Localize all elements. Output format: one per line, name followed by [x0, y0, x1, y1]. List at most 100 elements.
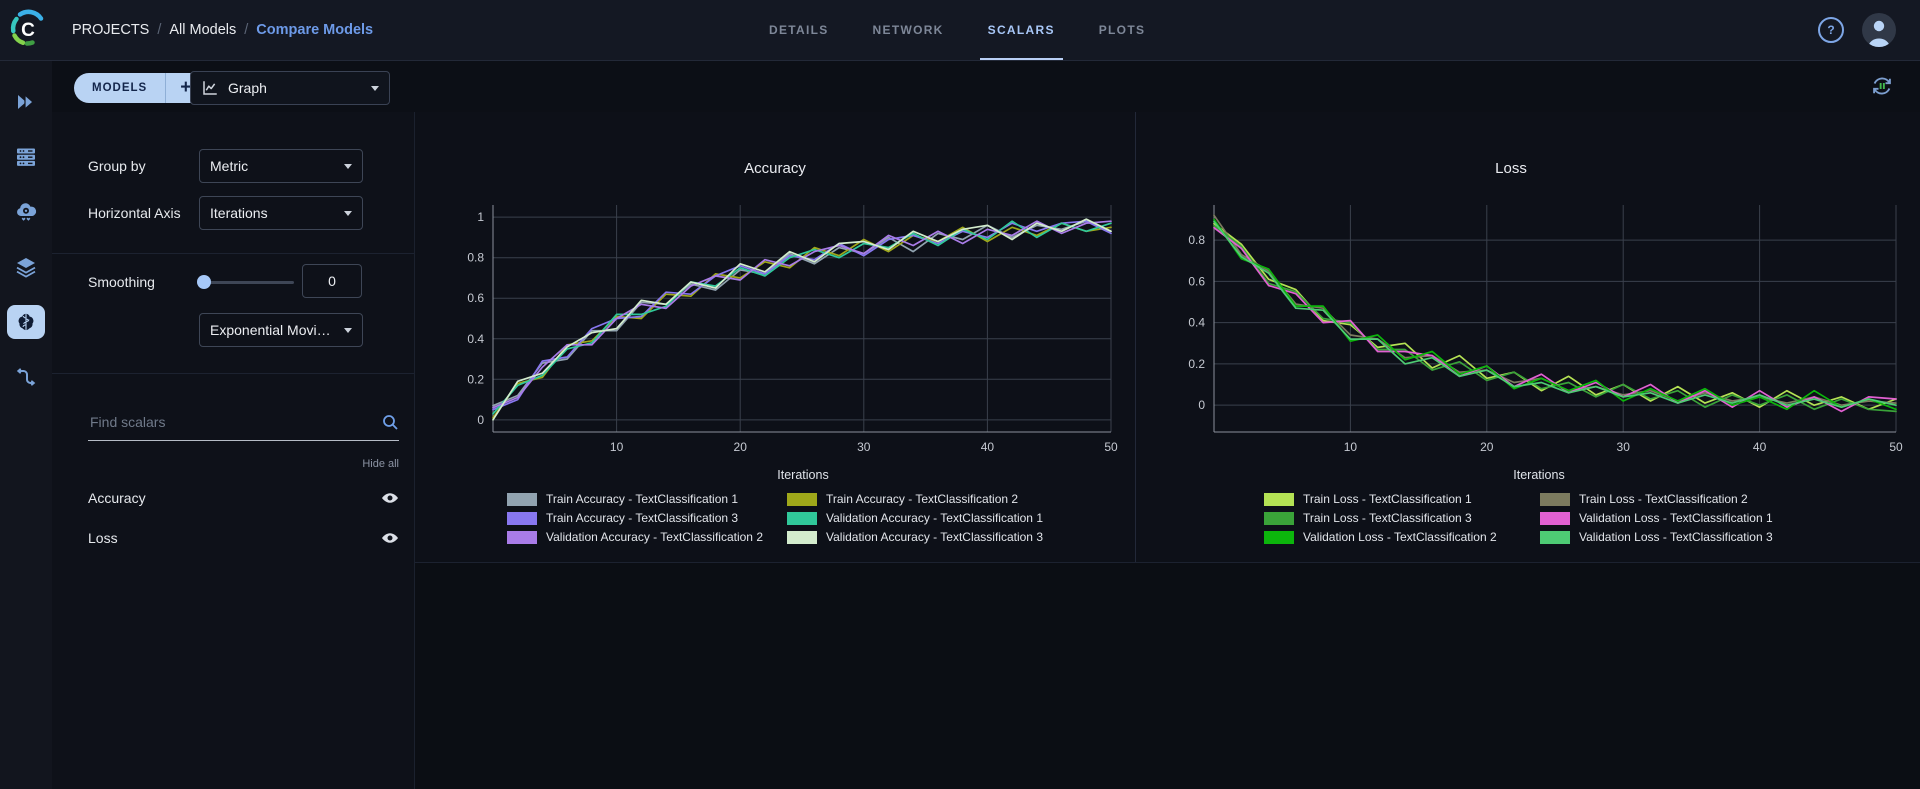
legend-label: Train Loss - TextClassification 3	[1303, 511, 1472, 525]
legend-item[interactable]: Validation Accuracy - TextClassification…	[787, 530, 1043, 544]
nav-pipelines[interactable]	[7, 360, 45, 394]
breadcrumb-separator: /	[244, 22, 249, 38]
legend-item[interactable]: Validation Loss - TextClassification 1	[1540, 511, 1792, 525]
accuracy-plot[interactable]: 10 20 30 40 50 0 0.2 0.4 0.6 0.8 1	[415, 196, 1135, 462]
legend-label: Validation Accuracy - TextClassification…	[826, 530, 1043, 544]
tab-scalars[interactable]: SCALARS	[979, 0, 1063, 60]
legend-item[interactable]: Train Accuracy - TextClassification 1	[507, 492, 763, 506]
smoothing-slider[interactable]	[197, 275, 294, 289]
models-button[interactable]: MODELS	[92, 82, 148, 94]
legend-item[interactable]: Validation Accuracy - TextClassification…	[787, 511, 1043, 525]
y-tick-label: 0.4	[467, 332, 484, 346]
breadcrumb-compare-models[interactable]: Compare Models	[256, 22, 374, 38]
nav-datasets[interactable]	[7, 250, 45, 284]
legend-swatch-icon	[1540, 530, 1570, 544]
brain-icon	[18, 313, 34, 331]
metric-row-accuracy: Accuracy	[88, 486, 399, 510]
series-line[interactable]	[1213, 218, 1897, 411]
nav-projects[interactable]	[7, 85, 45, 119]
double-chevron-icon	[18, 93, 34, 111]
chevron-down-icon	[344, 210, 352, 216]
nav-cloud[interactable]	[7, 195, 45, 229]
hide-all-button[interactable]: Hide all	[362, 458, 399, 470]
chevron-down-icon	[344, 327, 352, 333]
tab-network[interactable]: NETWORK	[872, 23, 944, 37]
add-model-button[interactable]: +	[165, 73, 205, 103]
y-tick-label: 0.6	[1188, 274, 1205, 288]
legend-item[interactable]: Validation Loss - TextClassification 3	[1540, 530, 1792, 544]
legend-swatch-icon	[507, 511, 537, 525]
y-tick-label: 1	[477, 210, 484, 224]
chart-title: Loss	[1495, 160, 1527, 177]
top-header: C PROJECTS / All Models / Compare Models…	[0, 0, 1920, 61]
legend-swatch-icon	[787, 511, 817, 525]
tab-plots[interactable]: PLOTS	[1098, 23, 1146, 37]
legend-item[interactable]: Train Accuracy - TextClassification 3	[507, 511, 763, 525]
series-line[interactable]	[492, 220, 1112, 409]
breadcrumb-separator: /	[157, 22, 162, 38]
series-line[interactable]	[492, 222, 1112, 419]
horizontal-axis-select[interactable]: Iterations	[199, 196, 363, 230]
legend-item[interactable]: Train Loss - TextClassification 3	[1264, 511, 1516, 525]
series-line[interactable]	[492, 220, 1112, 415]
horizontal-axis-label: Horizontal Axis	[88, 205, 181, 221]
search-input[interactable]	[88, 413, 382, 431]
y-tick-label: 0.2	[1188, 357, 1205, 371]
breadcrumb-projects[interactable]: PROJECTS	[72, 22, 150, 38]
breadcrumb-all-models[interactable]: All Models	[169, 22, 237, 38]
view-type-dropdown[interactable]: Graph	[190, 71, 390, 105]
series-line[interactable]	[1213, 226, 1897, 413]
horizontal-axis-row: Horizontal Axis Iterations	[88, 196, 399, 230]
legend-swatch-icon	[1264, 492, 1294, 506]
scalars-toolbar: MODELS + Graph	[52, 60, 1920, 112]
metric-row-loss: Loss	[88, 526, 399, 550]
x-tick-label: 30	[1617, 440, 1631, 454]
legend-item[interactable]: Train Loss - TextClassification 1	[1264, 492, 1516, 506]
legend-swatch-icon	[787, 530, 817, 544]
group-by-select[interactable]: Metric	[199, 149, 363, 183]
series-line[interactable]	[492, 220, 1112, 407]
series-line[interactable]	[492, 218, 1112, 421]
legend-item[interactable]: Train Loss - TextClassification 2	[1540, 492, 1792, 506]
x-tick-label: 40	[981, 440, 995, 454]
server-icon	[17, 148, 35, 166]
y-tick-label: 0	[1198, 398, 1205, 412]
series-line[interactable]	[1213, 224, 1897, 413]
smoothing-algorithm-select[interactable]: Exponential Moving Av...	[199, 313, 363, 347]
legend-label: Validation Loss - TextClassification 2	[1303, 530, 1497, 544]
eye-visibility-icon[interactable]	[381, 532, 399, 544]
scalars-settings-panel: Group by Metric Horizontal Axis Iteratio…	[52, 112, 415, 789]
slider-thumb[interactable]	[197, 275, 211, 289]
smoothing-input[interactable]	[302, 264, 362, 298]
x-tick-label: 40	[1753, 440, 1767, 454]
legend-swatch-icon	[507, 530, 537, 544]
clearml-logo[interactable]: C	[7, 8, 49, 50]
series-line[interactable]	[492, 220, 1112, 411]
legend-label: Train Loss - TextClassification 2	[1579, 492, 1748, 506]
search-icon[interactable]	[382, 414, 399, 431]
legend-item[interactable]: Validation Accuracy - TextClassification…	[507, 530, 763, 544]
cloud-gear-icon	[17, 203, 37, 221]
legend-label: Validation Loss - TextClassification 3	[1579, 530, 1773, 544]
smoothing-row: Smoothing	[88, 264, 399, 299]
x-tick-label: 20	[1480, 440, 1494, 454]
nav-workers[interactable]	[7, 140, 45, 174]
loss-plot[interactable]: 10 20 30 40 50 0 0.2 0.4 0.6 0.8	[1136, 196, 1920, 462]
user-avatar[interactable]	[1862, 13, 1896, 47]
loss-chart-card: Loss 10 20 30 40 50 0 0.2 0.4 0.6 0.8 Iterations …	[1135, 112, 1920, 562]
horizontal-axis-value: Iterations	[210, 205, 268, 221]
y-tick-label: 0.2	[467, 372, 484, 386]
help-icon[interactable]: ?	[1818, 17, 1844, 43]
tab-details[interactable]: DETAILS	[769, 23, 829, 37]
models-split-button[interactable]: MODELS +	[74, 73, 206, 103]
eye-visibility-icon[interactable]	[381, 492, 399, 504]
x-axis-title: Iterations	[1513, 468, 1565, 482]
loss-legend: Train Loss - TextClassification 1 Train L…	[1136, 492, 1920, 544]
line-chart-icon	[203, 81, 217, 95]
auto-refresh-button[interactable]	[1870, 74, 1894, 98]
nav-models[interactable]	[7, 305, 45, 339]
series-line[interactable]	[1213, 220, 1897, 409]
panel-divider	[52, 253, 414, 254]
legend-item[interactable]: Validation Loss - TextClassification 2	[1264, 530, 1516, 544]
legend-item[interactable]: Train Accuracy - TextClassification 2	[787, 492, 1043, 506]
